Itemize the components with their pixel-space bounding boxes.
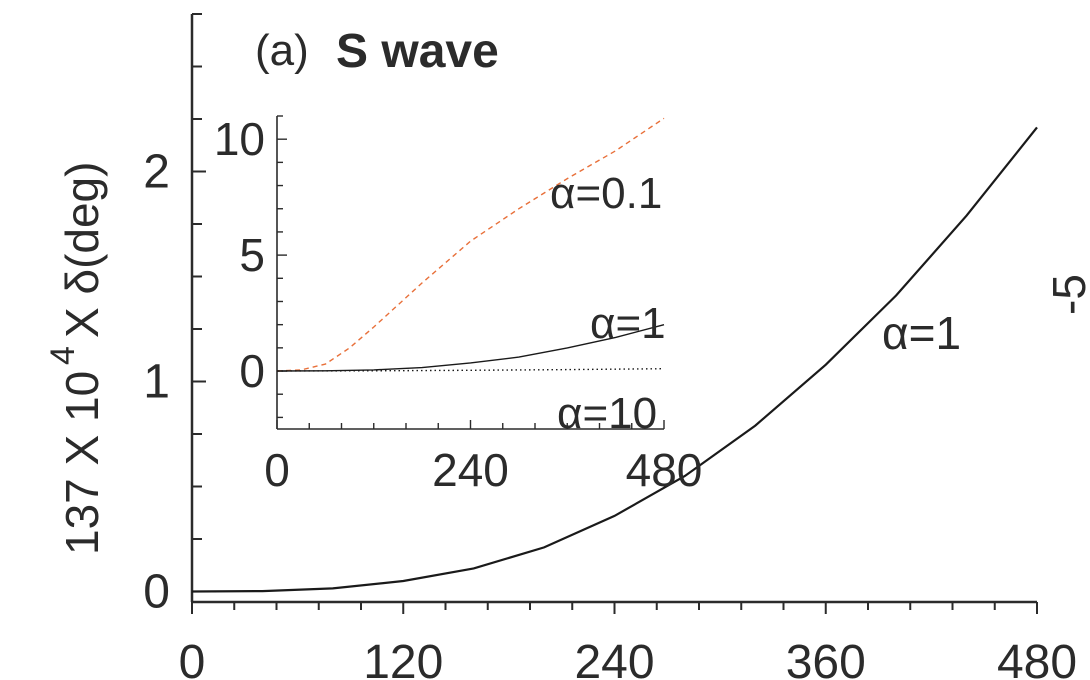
x-tick-label: 120 [363, 636, 443, 680]
inset-y-tick-label: 0 [239, 345, 265, 397]
panel-label: (a) [255, 26, 309, 75]
x-tick-label: 0 [179, 636, 206, 680]
series-line [191, 126, 1038, 593]
y-label-main: 137 X 10 [56, 371, 108, 555]
inset-series-line [276, 368, 665, 372]
x-tick-label: 240 [574, 636, 654, 680]
main-text: 0 120 240 360 480 0 1 2 α=1 [143, 146, 1077, 680]
inset-x-tick-label: 0 [264, 444, 290, 496]
adjacent-panel-fragment: -5 [1043, 274, 1090, 315]
inset-y-tick-label: 10 [214, 113, 265, 165]
inset-series-label: α=0.1 [550, 169, 662, 218]
main-series [191, 126, 1038, 593]
y-label-exponent: 4 [44, 346, 82, 365]
inset-y-tick-label: 5 [239, 229, 265, 281]
inset-axes [276, 115, 665, 430]
inset-series [276, 117, 665, 372]
series-label: α=1 [882, 307, 961, 359]
main-axes [190, 13, 1038, 614]
inset-x-tick-label: 240 [432, 444, 509, 496]
chart-title: S wave [336, 25, 499, 78]
x-tick-label: 360 [786, 636, 866, 680]
inset-x-tick-label: 480 [626, 444, 703, 496]
y-tick-label: 1 [143, 356, 170, 409]
adjacent-tick-label: -5 [1043, 274, 1090, 315]
inset-series-line [276, 324, 665, 372]
inset-text: 0 240 480 0 5 10 α=0.1 α=1 α=10 [214, 113, 703, 496]
y-axis-label: 137 X 10 4 X δ(deg) [44, 162, 108, 555]
x-tick-label: 480 [997, 636, 1077, 680]
inset-series-label: α=10 [557, 389, 657, 438]
y-tick-label: 0 [143, 566, 170, 619]
y-label-tail: X δ(deg) [56, 162, 108, 338]
inset-series-line [276, 117, 665, 372]
y-tick-label: 2 [143, 146, 170, 199]
inset-series-label: α=1 [590, 299, 666, 348]
